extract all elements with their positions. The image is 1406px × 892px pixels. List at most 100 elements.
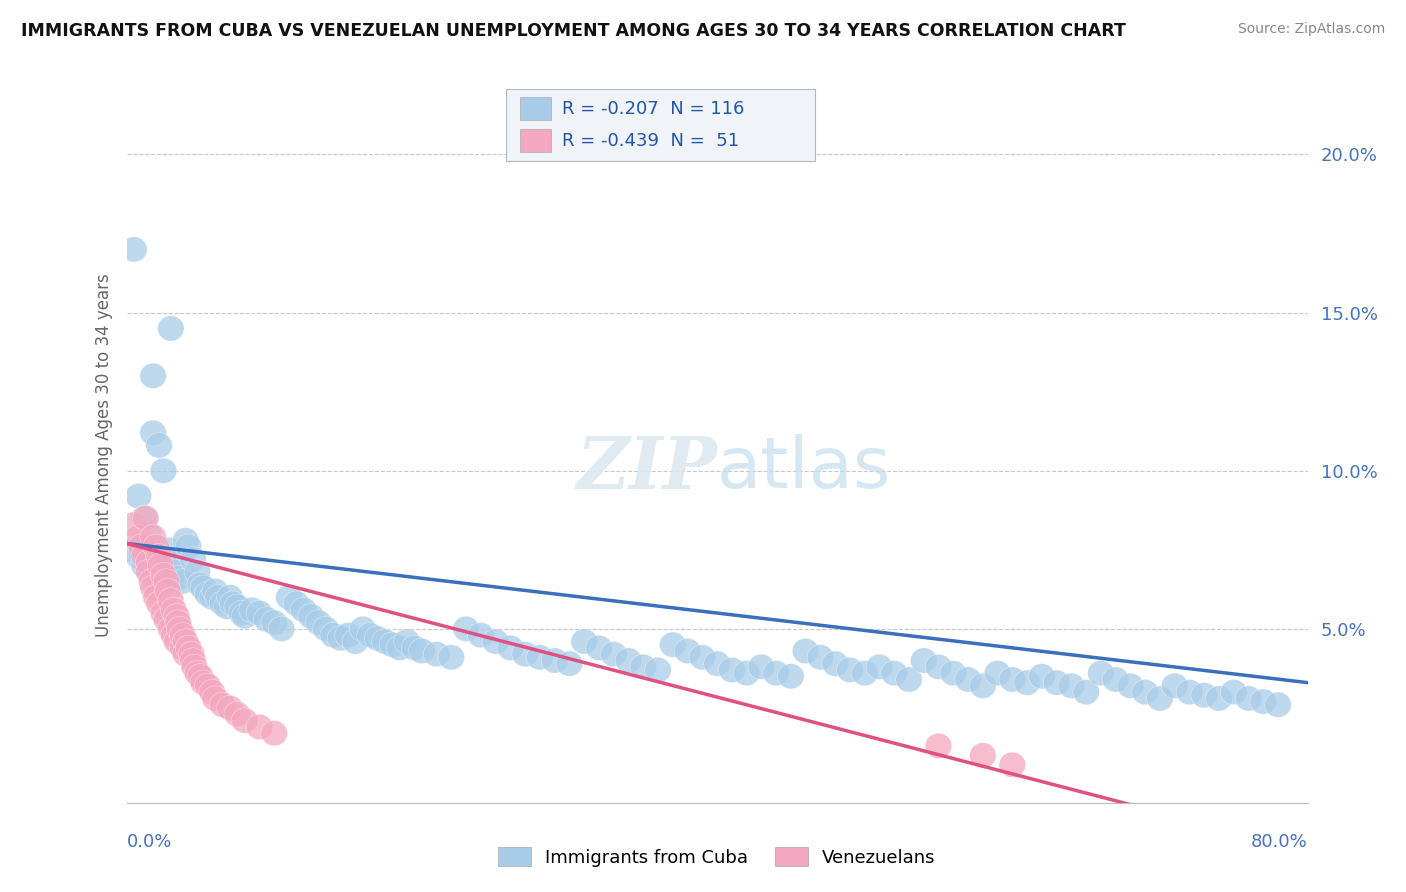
Ellipse shape: [955, 667, 981, 692]
Ellipse shape: [173, 641, 198, 667]
Ellipse shape: [689, 645, 716, 670]
Ellipse shape: [630, 654, 657, 680]
Ellipse shape: [198, 584, 225, 610]
Ellipse shape: [941, 660, 966, 686]
Text: IMMIGRANTS FROM CUBA VS VENEZUELAN UNEMPLOYMENT AMONG AGES 30 TO 34 YEARS CORREL: IMMIGRANTS FROM CUBA VS VENEZUELAN UNEMP…: [21, 22, 1126, 40]
Text: 0.0%: 0.0%: [127, 833, 172, 851]
Ellipse shape: [269, 616, 295, 641]
Ellipse shape: [246, 714, 273, 739]
Ellipse shape: [165, 610, 191, 635]
Ellipse shape: [866, 654, 893, 680]
Ellipse shape: [132, 506, 159, 531]
Ellipse shape: [1220, 680, 1247, 705]
Ellipse shape: [125, 483, 152, 508]
Ellipse shape: [160, 559, 187, 584]
Ellipse shape: [232, 708, 257, 733]
Ellipse shape: [139, 363, 166, 389]
Ellipse shape: [468, 623, 494, 648]
Text: R = -0.207  N = 116: R = -0.207 N = 116: [562, 100, 745, 118]
Ellipse shape: [131, 543, 157, 569]
Ellipse shape: [180, 547, 207, 572]
Ellipse shape: [283, 591, 309, 616]
Ellipse shape: [155, 537, 181, 563]
Text: Source: ZipAtlas.com: Source: ZipAtlas.com: [1237, 22, 1385, 37]
Ellipse shape: [146, 556, 173, 582]
Ellipse shape: [135, 549, 162, 575]
Ellipse shape: [184, 559, 211, 584]
Ellipse shape: [194, 673, 221, 698]
Ellipse shape: [180, 648, 207, 673]
Ellipse shape: [157, 547, 184, 572]
Ellipse shape: [139, 547, 166, 572]
Ellipse shape: [482, 629, 509, 654]
Ellipse shape: [380, 632, 405, 657]
Ellipse shape: [925, 733, 952, 758]
Text: R = -0.439  N =  51: R = -0.439 N = 51: [562, 132, 740, 150]
Ellipse shape: [1118, 673, 1143, 698]
Ellipse shape: [342, 629, 368, 654]
Ellipse shape: [160, 623, 187, 648]
Ellipse shape: [228, 600, 254, 625]
Ellipse shape: [1236, 686, 1261, 711]
Y-axis label: Unemployment Among Ages 30 to 34 years: Unemployment Among Ages 30 to 34 years: [94, 273, 112, 637]
Ellipse shape: [125, 543, 152, 569]
Ellipse shape: [600, 641, 627, 667]
Ellipse shape: [659, 632, 686, 657]
Ellipse shape: [1043, 670, 1070, 695]
Ellipse shape: [148, 553, 174, 578]
Ellipse shape: [401, 635, 427, 660]
Ellipse shape: [527, 645, 553, 670]
Ellipse shape: [807, 645, 834, 670]
Ellipse shape: [557, 651, 582, 676]
Text: atlas: atlas: [717, 434, 891, 503]
Ellipse shape: [1000, 667, 1025, 692]
Ellipse shape: [970, 743, 995, 768]
Ellipse shape: [169, 623, 195, 648]
Ellipse shape: [675, 639, 700, 664]
Ellipse shape: [305, 610, 332, 635]
Ellipse shape: [205, 584, 232, 610]
Ellipse shape: [128, 534, 155, 559]
Ellipse shape: [371, 629, 398, 654]
Ellipse shape: [246, 600, 273, 625]
Ellipse shape: [153, 569, 180, 594]
Text: ZIP: ZIP: [576, 434, 717, 504]
Ellipse shape: [778, 664, 804, 689]
Ellipse shape: [179, 641, 205, 667]
Ellipse shape: [169, 569, 195, 594]
Ellipse shape: [128, 541, 155, 566]
Ellipse shape: [153, 607, 180, 632]
Ellipse shape: [194, 582, 221, 607]
Ellipse shape: [125, 524, 152, 549]
Ellipse shape: [135, 559, 162, 584]
Ellipse shape: [187, 664, 214, 689]
Ellipse shape: [239, 598, 266, 623]
Ellipse shape: [150, 600, 177, 625]
Ellipse shape: [143, 584, 169, 610]
Ellipse shape: [896, 667, 922, 692]
Ellipse shape: [217, 695, 243, 721]
Ellipse shape: [409, 639, 434, 664]
Ellipse shape: [1177, 680, 1202, 705]
Ellipse shape: [312, 616, 339, 641]
Ellipse shape: [616, 648, 641, 673]
Ellipse shape: [131, 553, 157, 578]
Ellipse shape: [357, 623, 384, 648]
Ellipse shape: [181, 654, 208, 680]
Ellipse shape: [970, 673, 995, 698]
Ellipse shape: [146, 433, 173, 458]
Ellipse shape: [165, 566, 191, 591]
Ellipse shape: [984, 660, 1011, 686]
Ellipse shape: [138, 569, 165, 594]
Ellipse shape: [253, 607, 280, 632]
Ellipse shape: [925, 654, 952, 680]
Ellipse shape: [131, 506, 157, 531]
Ellipse shape: [571, 629, 598, 654]
Ellipse shape: [1132, 680, 1159, 705]
Ellipse shape: [586, 635, 612, 660]
Ellipse shape: [150, 563, 177, 588]
Ellipse shape: [176, 635, 202, 660]
Ellipse shape: [1088, 660, 1114, 686]
Ellipse shape: [160, 598, 187, 623]
Ellipse shape: [135, 521, 162, 547]
